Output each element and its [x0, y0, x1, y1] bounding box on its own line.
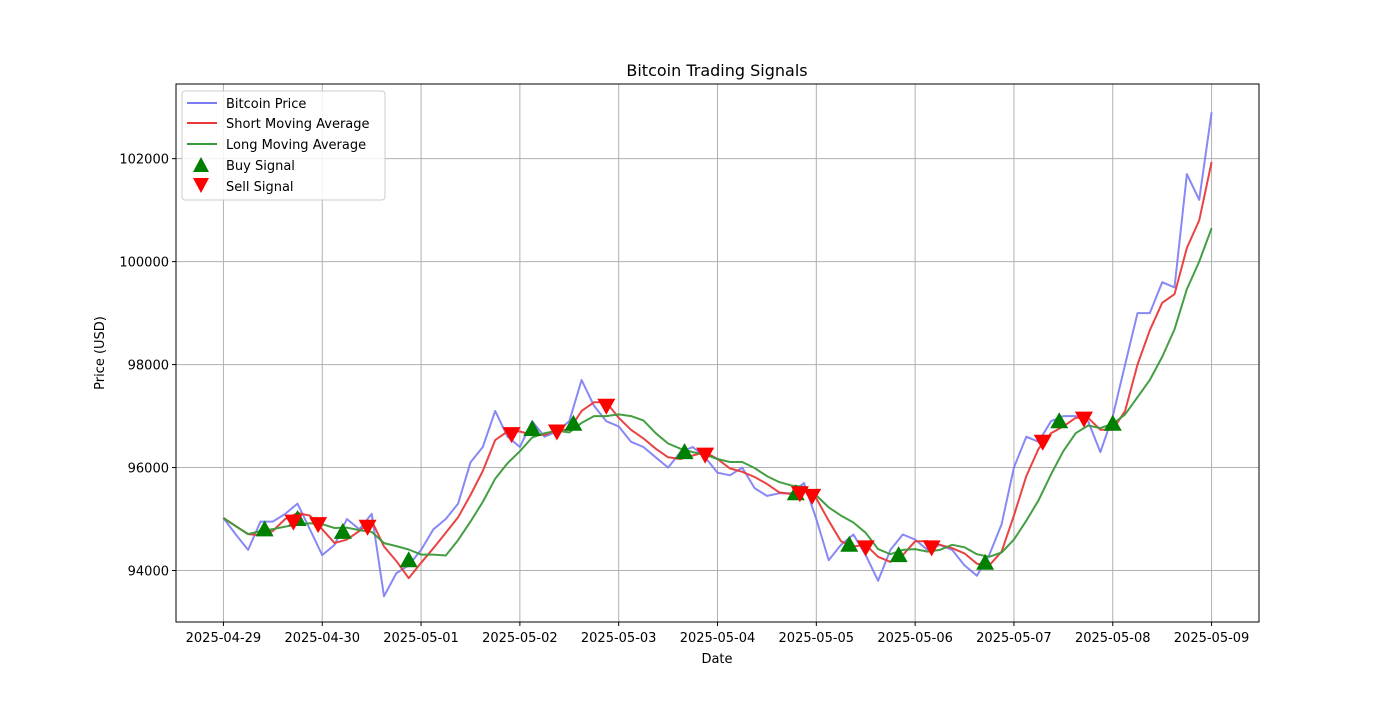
- chart-title: Bitcoin Trading Signals: [626, 61, 807, 80]
- x-tick-label: 2025-05-08: [1075, 631, 1151, 646]
- buy-signal-marker: [399, 551, 418, 568]
- sell-signal-marker: [922, 540, 941, 557]
- sell-signal-marker: [1033, 434, 1052, 451]
- sell-signal-marker: [309, 517, 328, 534]
- y-tick-label: 94000: [128, 565, 169, 580]
- buy-signal-marker: [564, 414, 583, 431]
- x-tick-label: 2025-05-03: [581, 631, 657, 646]
- buy-signal-marker: [333, 522, 352, 539]
- buy-signal-marker: [523, 419, 542, 436]
- x-tick-label: 2025-05-02: [482, 631, 558, 646]
- sell-signal-marker: [502, 427, 521, 444]
- x-axis-label: Date: [701, 652, 732, 667]
- legend-buy-label: Buy Signal: [226, 159, 295, 174]
- x-tick-label: 2025-04-29: [186, 631, 262, 646]
- legend-short-ma-label: Short Moving Average: [226, 117, 370, 132]
- sell-signal-marker: [696, 447, 715, 464]
- legend-price-label: Bitcoin Price: [226, 97, 306, 112]
- y-axis-label: Price (USD): [93, 316, 108, 390]
- legend-long-ma-label: Long Moving Average: [226, 138, 366, 153]
- sell-signal-marker: [597, 398, 616, 415]
- long-moving-average-line: [222, 227, 1213, 558]
- x-tick-label: 2025-05-09: [1174, 631, 1250, 646]
- sell-signal-marker: [1074, 411, 1093, 428]
- buy-signal-marker: [976, 553, 995, 570]
- x-tick-label: 2025-05-04: [680, 631, 756, 646]
- x-tick-label: 2025-05-06: [877, 631, 953, 646]
- y-tick-label: 100000: [119, 256, 169, 271]
- sell-signal-marker: [547, 424, 566, 441]
- x-tick-label: 2025-05-01: [383, 631, 459, 646]
- x-tick-label: 2025-05-07: [976, 631, 1052, 646]
- legend-sell-marker: [193, 178, 209, 193]
- buy-signal-marker: [675, 443, 694, 460]
- legend: Bitcoin Price Short Moving Average Long …: [181, 90, 386, 201]
- buy-signal-marker: [889, 546, 908, 563]
- y-tick-label: 96000: [128, 462, 169, 477]
- buy-signal-marker: [255, 520, 274, 537]
- sell-signal-marker: [358, 519, 377, 536]
- sell-signal-marker: [856, 540, 875, 557]
- buy-signal-marker: [840, 535, 859, 552]
- x-tick-label: 2025-05-05: [779, 631, 855, 646]
- y-tick-label: 102000: [119, 153, 169, 168]
- buy-signal-marker: [1103, 414, 1122, 431]
- sell-signal-marker: [803, 488, 822, 505]
- legend-sell-label: Sell Signal: [226, 180, 294, 195]
- bitcoin-price-line: [222, 112, 1213, 598]
- x-tick-label: 2025-04-30: [284, 631, 360, 646]
- sell-signal-marker: [284, 514, 303, 531]
- buy-signal-marker: [1050, 412, 1069, 429]
- legend-buy-marker: [193, 157, 209, 172]
- y-tick-label: 98000: [128, 359, 169, 374]
